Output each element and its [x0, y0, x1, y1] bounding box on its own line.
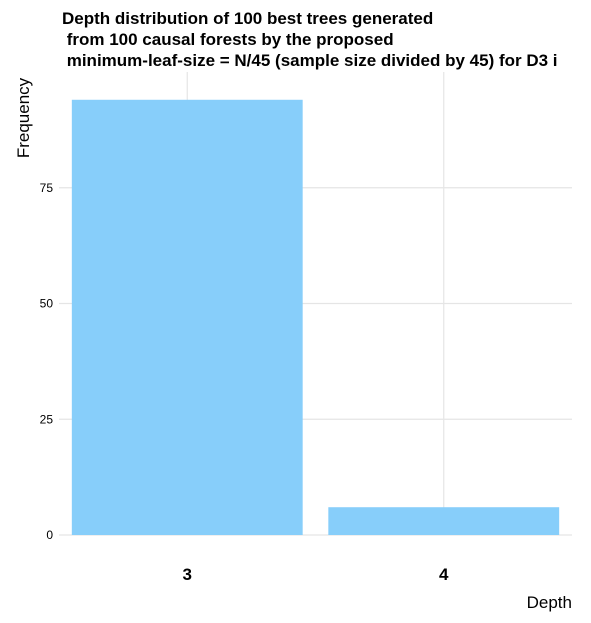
y-tick-label-75: 75 [40, 181, 54, 195]
x-tick-label-3: 3 [183, 565, 192, 584]
y-axis-title: Frequency [14, 77, 33, 158]
y-tick-label-50: 50 [40, 297, 54, 311]
bar-depth-3 [71, 99, 303, 535]
bars [71, 99, 560, 535]
y-tick-labels: 0 25 50 75 [40, 181, 54, 542]
y-tick-label-0: 0 [46, 528, 53, 542]
chart-title-line-2: from 100 causal forests by the proposed [62, 30, 394, 49]
chart-title-line-3: minimum-leaf-size = N/45 (sample size di… [62, 51, 558, 70]
x-tick-label-4: 4 [439, 565, 449, 584]
bar-depth-4 [328, 507, 560, 535]
x-axis-title: Depth [527, 593, 572, 612]
y-tick-label-25: 25 [40, 412, 54, 426]
chart-title: Depth distribution of 100 best trees gen… [62, 9, 558, 70]
chart-title-line-1: Depth distribution of 100 best trees gen… [62, 9, 433, 28]
